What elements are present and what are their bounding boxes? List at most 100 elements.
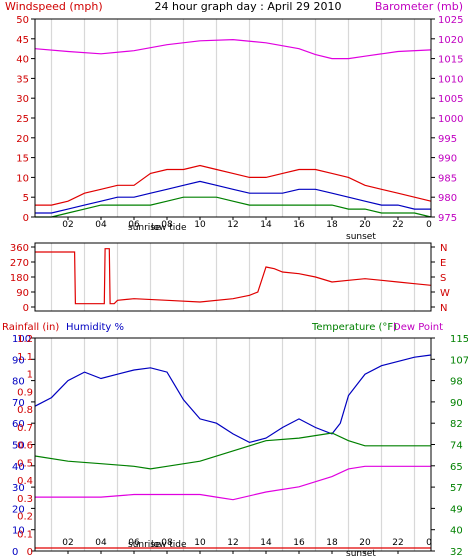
humidity-line	[34, 354, 432, 444]
humidity-xtick-label: 18	[326, 538, 338, 548]
annotation-sunset-2: sunset	[346, 549, 376, 559]
humidity-ytick-label: 20	[12, 504, 25, 515]
annotation-sunrise: sunrise	[128, 223, 161, 233]
wind-xtick-label: 18	[326, 220, 338, 230]
wind-ytick-label: 30	[16, 94, 29, 105]
temperature-ytick-label: 40	[450, 526, 463, 537]
rainfall-axis-label: Rainfall (in)	[2, 322, 59, 333]
humidity-axis-label: Humidity %	[66, 322, 124, 333]
wind-ytick-label: 45	[16, 35, 29, 46]
wind-xtick-label: 16	[293, 220, 305, 230]
wind-ytick-label: 35	[16, 74, 29, 85]
baro-ytick-label: 990	[438, 154, 457, 165]
rainfall-ytick-label: 0.5	[17, 458, 33, 469]
annotation-low-tide: low tide	[151, 223, 187, 233]
rainfall-ytick-label: 1	[27, 370, 33, 381]
humidity-xtick-label: 06	[128, 538, 140, 548]
temperature-ytick-label: 90	[450, 398, 463, 409]
chart-title: 24 hour graph day : April 29 2010	[155, 0, 342, 13]
temperature-axis-label: Temperature (°F)	[311, 322, 397, 333]
humidity-ytick-label: 90	[12, 355, 25, 366]
wind-xtick-label: 20	[359, 220, 371, 230]
rainfall-ytick-label: 1.1	[17, 352, 33, 363]
wind-average-line	[35, 180, 431, 214]
wind-xtick-label: 02	[62, 220, 73, 230]
humidity-ytick-label: 100	[12, 334, 31, 345]
humidity-xtick-label: 04	[95, 538, 107, 548]
direction-ytick-label: 90	[16, 288, 29, 299]
wind-direction-line	[35, 248, 432, 305]
humidity-xtick-label: 20	[359, 538, 371, 548]
humidity-xtick-label: 14	[260, 538, 272, 548]
wind-ytick-label: 25	[16, 114, 29, 125]
wind-xtick-label: 10	[194, 220, 206, 230]
baro-ytick-label: 1025	[438, 15, 463, 26]
compass-tick-label: W	[440, 288, 450, 299]
direction-ytick-label: 360	[10, 243, 29, 254]
windspeed-axis-label: Windspeed (mph)	[5, 0, 103, 13]
wind-xtick-label: 08	[161, 220, 173, 230]
temperature-ytick-label: 98	[450, 377, 463, 388]
rainfall-ytick-label: 0.1	[17, 529, 33, 540]
humidity-ytick-label: 10	[12, 526, 25, 537]
wind-speed-line	[35, 196, 432, 218]
rainfall-ytick-label: 1.2	[17, 334, 33, 345]
annotation-low-tide-2: low tide	[151, 540, 187, 550]
rainfall-ytick-label: 0.2	[17, 512, 33, 523]
wind-ytick-label: 40	[16, 55, 29, 66]
wind-ytick-label: 0	[23, 213, 29, 224]
temperature-ytick-label: 74	[450, 441, 463, 452]
wind-xtick-label: 06	[128, 220, 140, 230]
rainfall-ytick-label: 0.6	[17, 441, 33, 452]
compass-tick-label: S	[440, 273, 446, 284]
barometer-line	[34, 38, 432, 60]
temperature-ytick-label: 32	[450, 547, 463, 558]
direction-ytick-label: 180	[10, 273, 29, 284]
wind-ytick-label: 15	[16, 154, 29, 165]
dewpoint-axis-label: Dew Point	[393, 322, 443, 333]
temperature-ytick-label: 115	[450, 334, 468, 345]
humidity-temperature-panel: Rainfall (in) Humidity % Temperature (°F…	[2, 322, 468, 559]
baro-ytick-label: 1010	[438, 74, 463, 85]
wind-ytick-label: 5	[23, 193, 29, 204]
baro-ytick-label: 1015	[438, 55, 463, 66]
humidity-xtick-label-end: 0	[426, 538, 432, 548]
baro-ytick-label: 1020	[438, 35, 463, 46]
direction-ytick-label: 270	[10, 258, 29, 269]
compass-tick-label: E	[440, 258, 446, 269]
humidity-xtick-label: 12	[227, 538, 238, 548]
barometer-axis-label: Barometer (mb)	[375, 0, 463, 13]
humidity-ytick-label: 40	[12, 462, 25, 473]
baro-ytick-label: 995	[438, 134, 457, 145]
dewpoint-line	[35, 465, 431, 501]
annotation-sunset: sunset	[346, 232, 376, 242]
humidity-xtick-label: 02	[62, 538, 73, 548]
temperature-ytick-label: 107	[450, 355, 468, 366]
wind-barometer-panel: Windspeed (mph) 24 hour graph day : Apri…	[5, 0, 463, 242]
baro-ytick-label: 1005	[438, 94, 463, 105]
wind-xtick-label: 12	[227, 220, 238, 230]
wind-gust-line	[35, 164, 432, 206]
humidity-ytick-label: 50	[12, 441, 25, 452]
baro-ytick-label: 975	[438, 213, 457, 224]
wind-xtick-label: 04	[95, 220, 107, 230]
rainfall-ytick-label: 0.4	[17, 476, 33, 487]
rainfall-ytick-label: 0	[27, 547, 33, 558]
baro-ytick-label: 1000	[438, 114, 463, 125]
humidity-xtick-label: 10	[194, 538, 206, 548]
humidity-ytick-label: 80	[12, 377, 25, 388]
annotation-sunrise-2: sunrise	[128, 540, 161, 550]
humidity-ytick-label: 60	[12, 419, 25, 430]
direction-panel-frame	[34, 242, 432, 312]
rainfall-ytick-label: 0.8	[17, 405, 33, 416]
temperature-ytick-label: 82	[450, 419, 463, 430]
humidity-ytick-label: 30	[12, 483, 25, 494]
baro-ytick-label: 985	[438, 173, 457, 184]
wind-ytick-label: 20	[16, 134, 29, 145]
wind-ytick-label: 50	[16, 15, 29, 26]
humidity-xtick-label: 22	[392, 538, 403, 548]
humidity-ytick-label: 70	[12, 398, 25, 409]
humidity-xtick-label: 08	[161, 538, 173, 548]
